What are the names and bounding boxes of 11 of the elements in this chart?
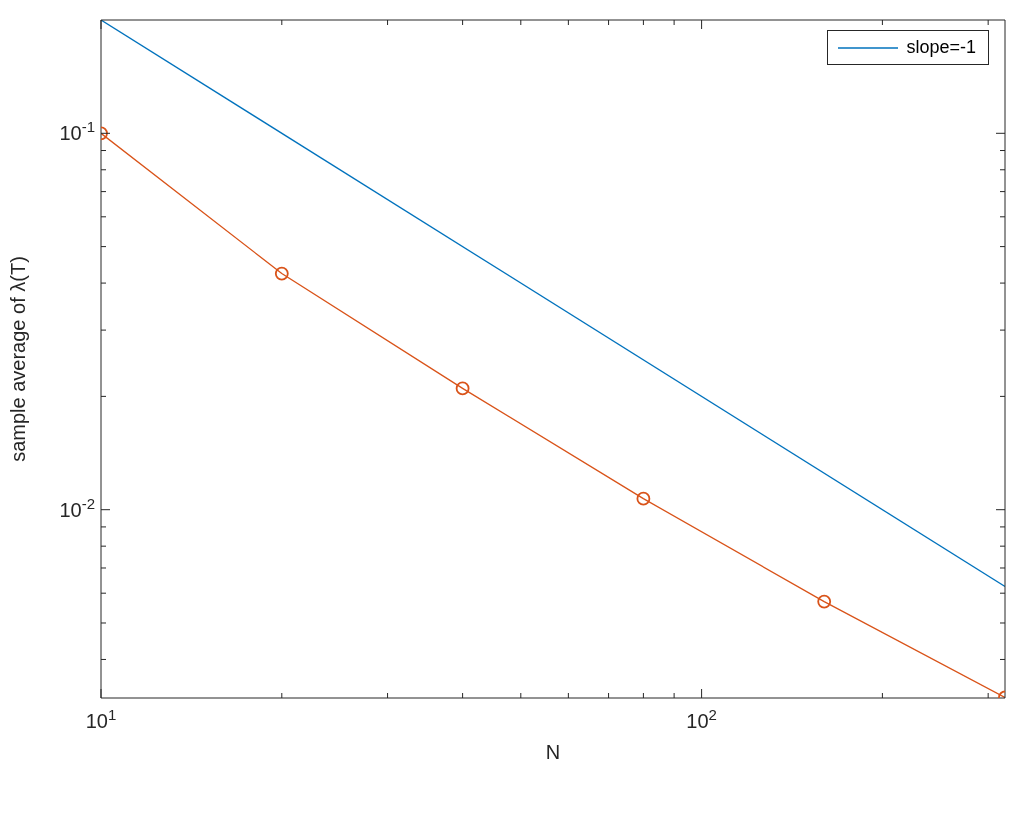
y-axis-title: sample average of λ(T) <box>7 256 30 462</box>
x-tick-label: 10$^{1}$ <box>85 705 117 732</box>
x-axis-title: N <box>545 741 561 763</box>
point <box>274 266 289 281</box>
legend-label: slope=-1 <box>906 37 976 58</box>
y-tick-label: 10$^{-1}$ <box>59 117 95 145</box>
x-tick-label: 10$^{2}$ <box>686 705 717 732</box>
point <box>636 491 651 506</box>
point <box>455 381 470 396</box>
point <box>817 594 832 609</box>
y-tick-label: 10$^{-2}$ <box>59 494 95 521</box>
